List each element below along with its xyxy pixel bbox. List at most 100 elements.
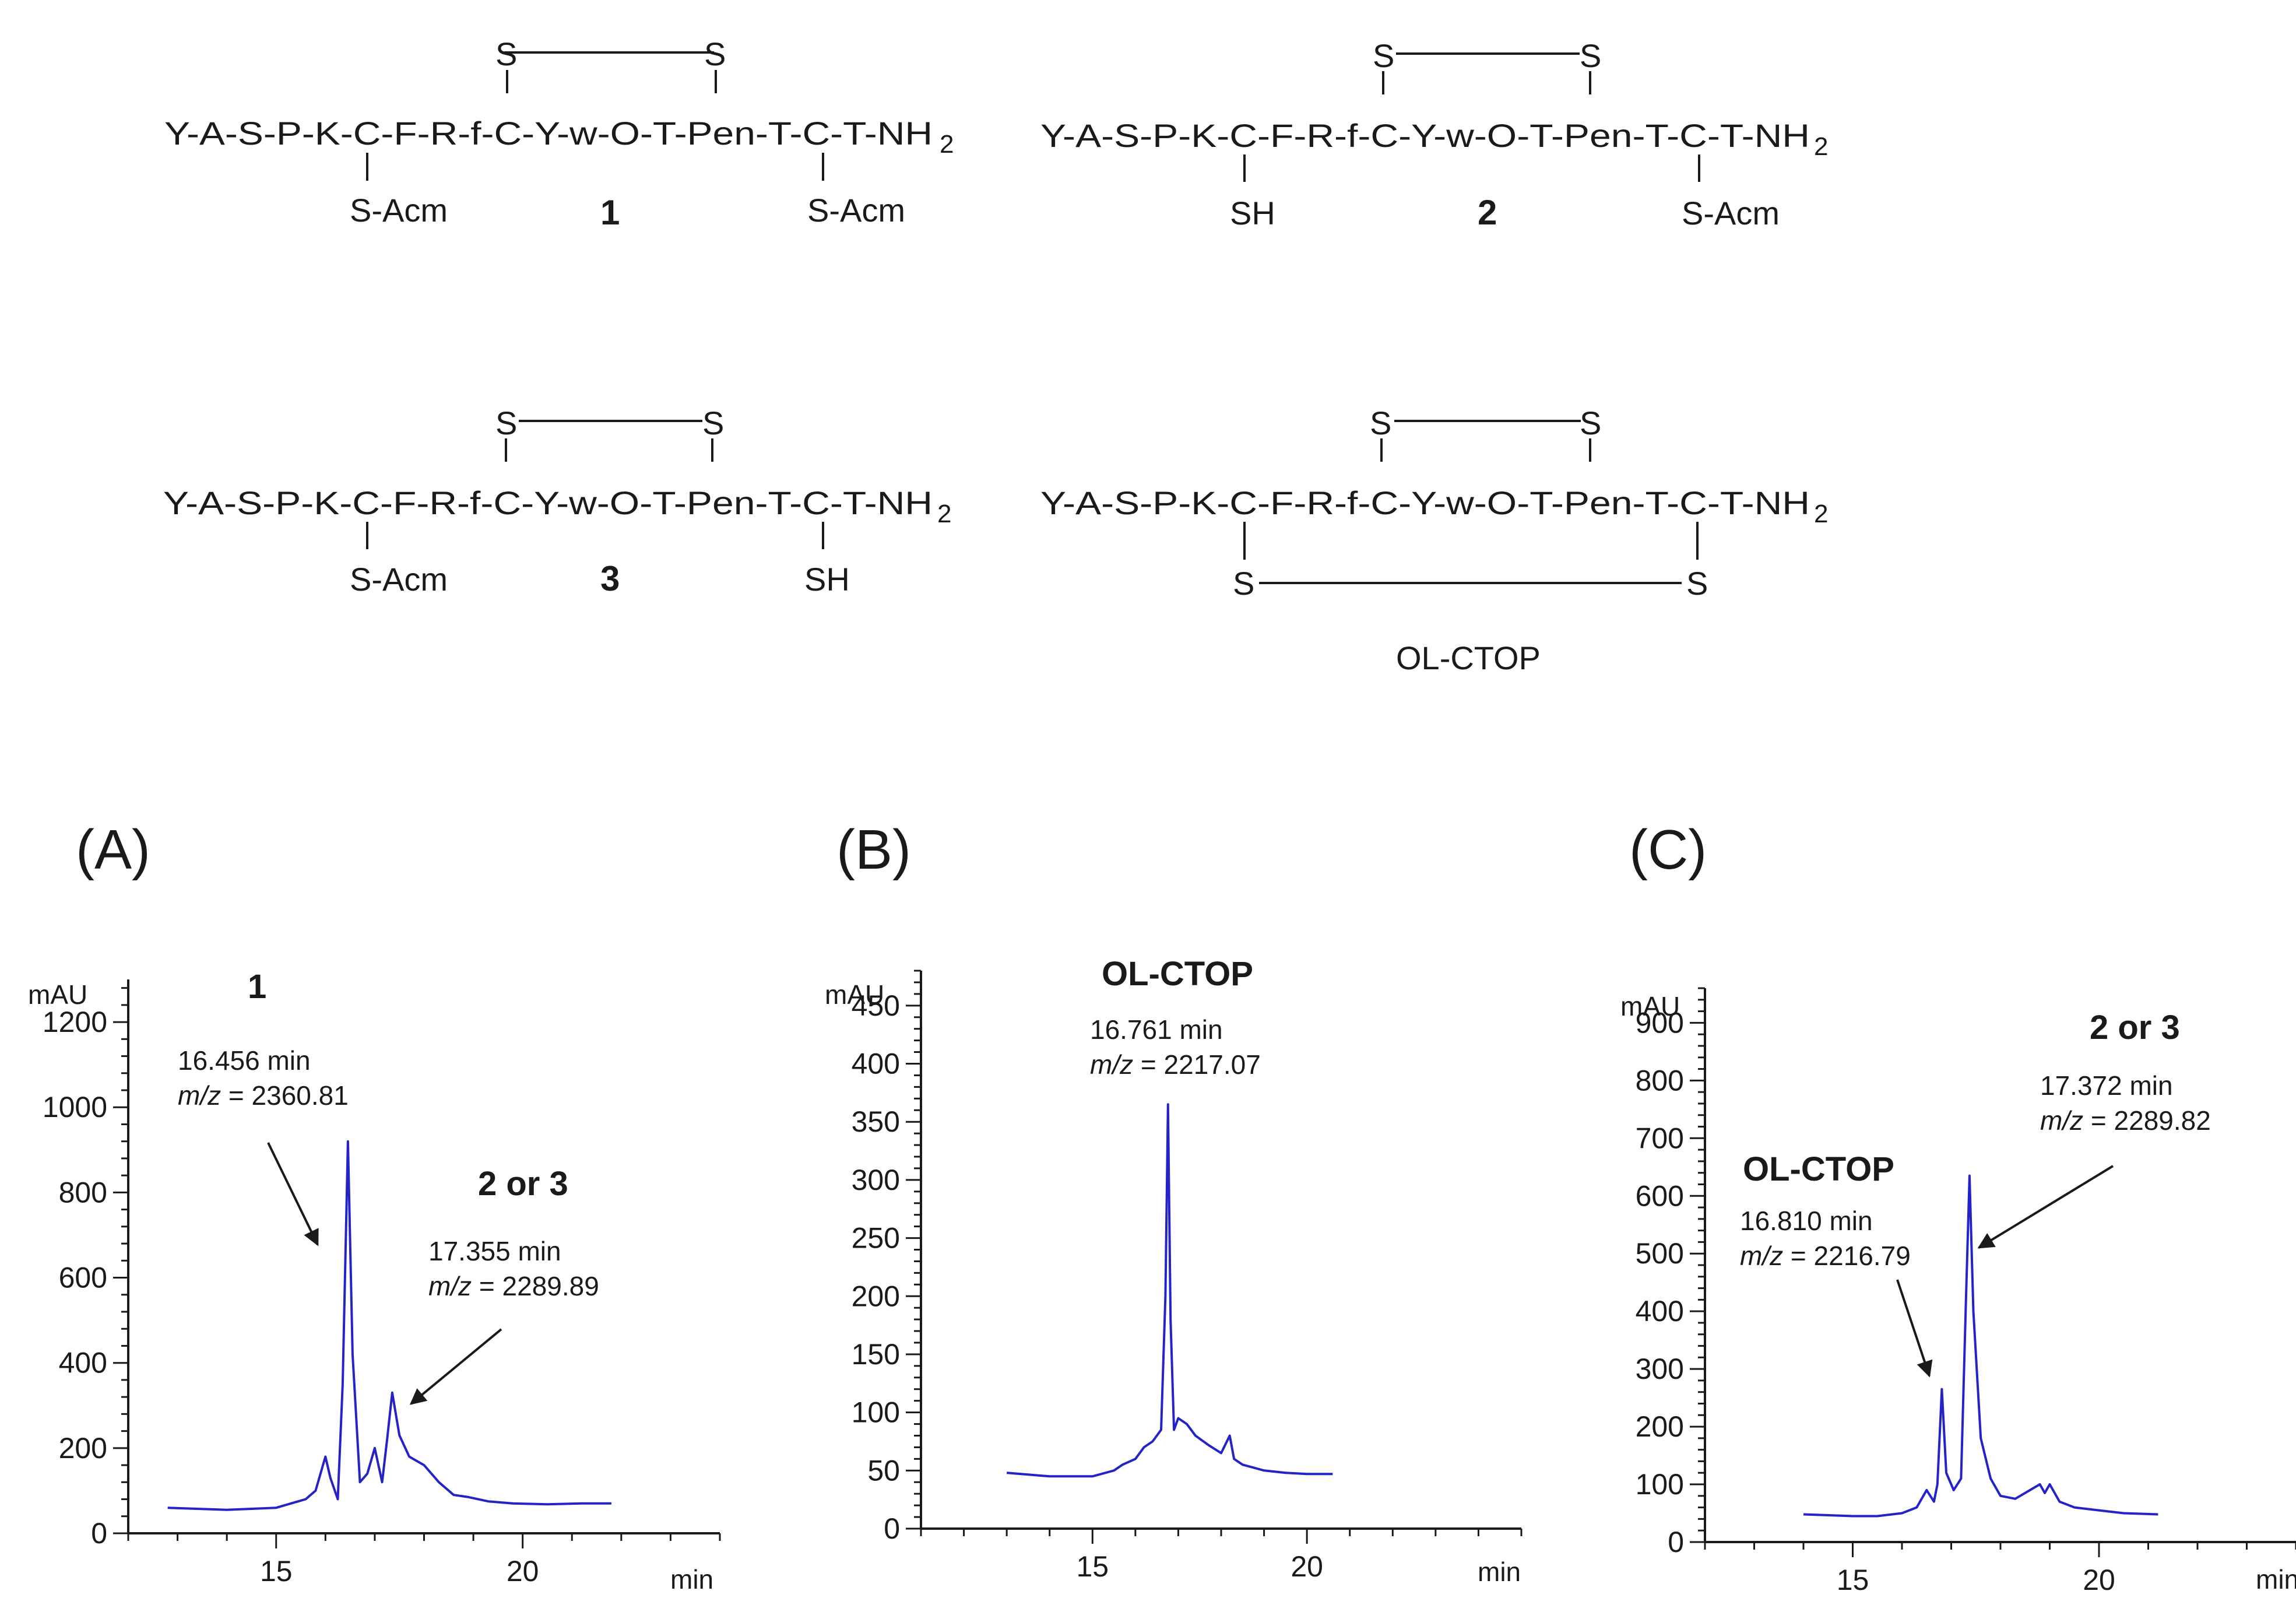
y-tick-label: 600 <box>1636 1179 1684 1212</box>
panel-label: (B) <box>836 819 911 881</box>
x-tick-label: 15 <box>1076 1550 1109 1583</box>
retention-time: 17.355 min <box>428 1236 561 1266</box>
x-ticks: 15 20 <box>920 1529 1523 1583</box>
y-tick-label: 200 <box>852 1280 900 1312</box>
chromatogram-trace <box>167 1140 611 1511</box>
mz-prefix: m/z <box>2040 1105 2083 1136</box>
peak-annotation-2: 2 or 3 17.355 min m/z = 2289.89 <box>409 1165 599 1405</box>
x-tick-label: 20 <box>2083 1564 2115 1596</box>
y-tick-label: 0 <box>1668 1526 1684 1558</box>
mz-value: = 2217.07 <box>1133 1049 1261 1080</box>
peak-arrow <box>1977 1165 2114 1249</box>
chart-panel-c: (C) mAU min 2 or 3 0 100 200 300 400 500 600 70… <box>1620 819 2296 1596</box>
compound-label: OL-CTOP <box>1396 640 1541 676</box>
y-axis-unit: mAU <box>28 979 87 1010</box>
mass-to-charge: m/z = 2216.79 <box>1740 1241 1911 1271</box>
mz-prefix: m/z <box>428 1271 472 1301</box>
panel-label: (C) <box>1629 819 1707 881</box>
y-tick-label: 800 <box>59 1176 107 1209</box>
mz-value: = 2360.81 <box>221 1080 349 1111</box>
y-ticks: 0 50 100 150 200 250 300 350 400 450 <box>852 970 921 1545</box>
substituent-bottom-left: S-Acm <box>350 192 448 229</box>
mz-value: = 2289.89 <box>472 1271 599 1301</box>
sequence-subscript: 2 <box>937 500 951 528</box>
retention-time: 17.372 min <box>2040 1070 2173 1101</box>
peak-label: 2 or 3 <box>478 1165 568 1203</box>
y-tick-label: 700 <box>1636 1122 1684 1154</box>
structure-1: S S Y-A-S-P-K-C-F-R-f-C-Y-w-O-T-Pen-T-C-… <box>164 36 954 232</box>
mz-value: = 2216.79 <box>1783 1241 1911 1271</box>
retention-time: 16.456 min <box>178 1045 311 1076</box>
x-tick-label: 15 <box>1837 1564 1869 1596</box>
x-tick-label: 20 <box>1291 1550 1323 1583</box>
y-tick-label: 450 <box>852 989 900 1022</box>
sulfur-top-left: S <box>1370 405 1391 441</box>
substituent-bottom-right: S-Acm <box>807 192 905 229</box>
y-tick-label: 1200 <box>43 1006 107 1038</box>
sulfur-top-right: S <box>704 36 726 72</box>
sequence-subscript: 2 <box>940 130 954 159</box>
y-tick-label: 200 <box>59 1432 107 1465</box>
y-tick-label: 400 <box>59 1347 107 1379</box>
compound-label: 3 <box>600 559 620 598</box>
sulfur-top-right: S <box>1580 405 1601 441</box>
mass-to-charge: m/z = 2289.82 <box>2040 1105 2211 1136</box>
structure-2: S S Y-A-S-P-K-C-F-R-f-C-Y-w-O-T-Pen-T-C-… <box>1040 37 1828 232</box>
x-tick-label: 20 <box>507 1555 539 1588</box>
y-tick-label: 400 <box>852 1048 900 1080</box>
chromatogram-trace <box>1803 1174 2158 1518</box>
retention-time: 16.810 min <box>1740 1206 1873 1236</box>
peak-label: OL-CTOP <box>1743 1150 1894 1188</box>
peak-annotation-1: OL-CTOP 16.810 min m/z = 2216.79 <box>1740 1150 1933 1378</box>
compound-label: 1 <box>600 193 620 232</box>
structure-3: S S Y-A-S-P-K-C-F-R-f-C-Y-w-O-T-Pen-T-C-… <box>163 405 951 598</box>
y-tick-label: 1000 <box>43 1091 107 1123</box>
peak-annotation-1: 16.761 min m/z = 2217.07 <box>1090 1014 1261 1080</box>
y-tick-label: 600 <box>59 1262 107 1294</box>
peak-annotation-2: 17.372 min m/z = 2289.82 <box>1977 1070 2211 1249</box>
x-axis-unit: min <box>2256 1564 2296 1595</box>
mass-to-charge: m/z = 2360.81 <box>178 1080 349 1111</box>
y-tick-label: 300 <box>1636 1353 1684 1385</box>
y-axis-unit: mAU <box>1620 991 1680 1021</box>
x-axis-unit: min <box>670 1564 713 1595</box>
peptide-sequence: Y-A-S-P-K-C-F-R-f-C-Y-w-O-T-Pen-T-C-T-NH <box>164 115 933 152</box>
sequence-subscript: 2 <box>1814 500 1828 528</box>
substituent-bottom-right: S-Acm <box>1682 195 1780 231</box>
y-tick-label: 200 <box>1636 1410 1684 1443</box>
y-tick-label: 800 <box>1636 1064 1684 1097</box>
y-axis-unit: mAU <box>825 979 884 1010</box>
sulfur-top-left: S <box>495 405 517 441</box>
sulfur-top-left: S <box>495 36 517 72</box>
peak-arrow <box>1896 1279 1933 1378</box>
y-tick-label: 500 <box>1636 1237 1684 1270</box>
chart-panel-b: (B) mAU min OL-CTOP 0 50 100 150 200 250 300 35… <box>825 819 1523 1587</box>
y-tick-label: 100 <box>1636 1468 1684 1501</box>
peptide-sequence: Y-A-S-P-K-C-F-R-f-C-Y-w-O-T-Pen-T-C-T-NH <box>1040 484 1810 521</box>
peak-arrow <box>267 1142 319 1246</box>
y-tick-label: 250 <box>852 1222 900 1255</box>
retention-time: 16.761 min <box>1090 1014 1223 1045</box>
peak-arrow <box>409 1328 502 1405</box>
mass-to-charge: m/z = 2217.07 <box>1090 1049 1261 1080</box>
mass-to-charge: m/z = 2289.89 <box>428 1271 599 1301</box>
substituent-bottom-left: SH <box>1230 195 1275 231</box>
sulfur-top-right: S <box>1580 37 1601 74</box>
y-tick-label: 100 <box>852 1396 900 1429</box>
peptide-sequence: Y-A-S-P-K-C-F-R-f-C-Y-w-O-T-Pen-T-C-T-NH <box>163 484 933 521</box>
sequence-subscript: 2 <box>1814 132 1828 161</box>
mz-prefix: m/z <box>178 1080 221 1111</box>
y-ticks: 0 200 400 600 800 1000 1200 <box>43 987 128 1550</box>
y-tick-label: 300 <box>852 1164 900 1196</box>
peptide-sequence: Y-A-S-P-K-C-F-R-f-C-Y-w-O-T-Pen-T-C-T-NH <box>1040 117 1810 154</box>
x-ticks: 15 20 <box>127 1533 721 1588</box>
mz-prefix: m/z <box>1740 1241 1783 1271</box>
y-ticks: 0 100 200 300 400 500 600 700 800 900 <box>1636 987 1705 1558</box>
chromatogram-trace <box>1006 1103 1333 1478</box>
peak-annotation-1: 16.456 min m/z = 2360.81 <box>178 1045 349 1246</box>
y-tick-label: 350 <box>852 1105 900 1138</box>
sulfur-bottom-right: S <box>1686 565 1708 602</box>
mz-prefix: m/z <box>1090 1049 1133 1080</box>
